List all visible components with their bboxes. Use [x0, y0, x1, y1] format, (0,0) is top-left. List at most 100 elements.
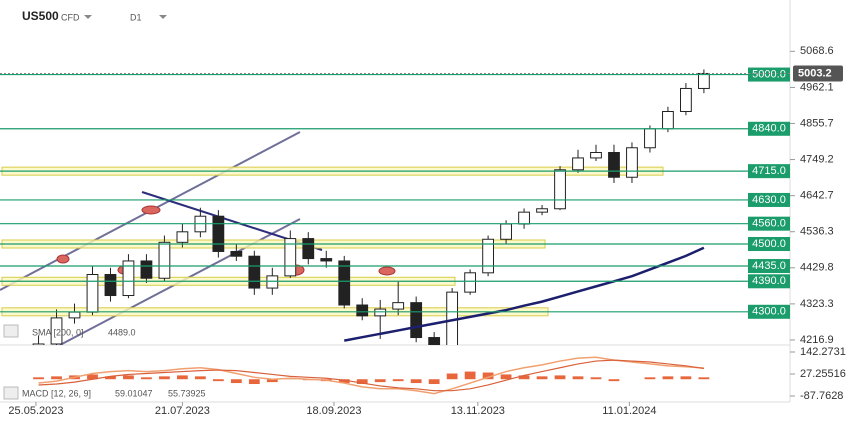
candle-body [374, 308, 387, 317]
level-box [748, 304, 790, 319]
y-tick-label: 4855.7 [800, 117, 834, 129]
candle-body [356, 304, 369, 317]
x-tick-label: 18.09.2023 [306, 405, 361, 417]
level-box [748, 192, 790, 207]
macd-hist-bar [248, 379, 260, 385]
x-tick-label: 11.01.2024 [602, 405, 656, 417]
candle-body [554, 169, 566, 210]
macd-hist-bar [608, 379, 620, 382]
macd-hist-bar [266, 379, 278, 383]
marker [141, 205, 161, 215]
level-box [748, 216, 790, 231]
level-box [748, 67, 790, 82]
macd-plot [33, 356, 710, 395]
candle-body [50, 317, 63, 345]
level-label: 4715.0 [752, 165, 786, 177]
candle-body [608, 152, 620, 178]
candle-body [230, 250, 243, 257]
level-label: 4560.0 [752, 218, 786, 230]
sma-value: 4489.0 [108, 327, 136, 337]
candle-body [140, 260, 153, 279]
candle-body [590, 152, 602, 159]
macd-hist-bar [177, 375, 188, 380]
candle-body [482, 238, 494, 274]
macd-hist-bar [644, 377, 656, 380]
y-tick-label: 4429.8 [800, 262, 834, 274]
macd-line [38, 356, 704, 395]
macd-name: MACD [12, 26, 9] [22, 388, 91, 398]
level-box [748, 274, 790, 289]
candle-body [500, 223, 512, 240]
macd-hist-bar [464, 371, 476, 380]
symbol-type: CFD [61, 12, 80, 22]
macd-hist-bar [356, 379, 368, 385]
level-label: 5000.0 [752, 68, 786, 80]
dropdown[interactable] [159, 15, 167, 19]
dropdown[interactable] [84, 15, 92, 19]
candle-body [68, 311, 81, 319]
macd-hist-bar [554, 375, 566, 380]
candle-body [392, 302, 405, 310]
candle-body [626, 147, 638, 178]
timeframe[interactable]: D1 [130, 12, 142, 22]
macd-hist-bar [338, 379, 350, 384]
candle-body [680, 87, 692, 112]
candle-body [284, 238, 297, 277]
macd-hist-bar [428, 379, 440, 385]
x-tick-label: 21.07.2023 [155, 405, 210, 417]
candle-body [464, 272, 477, 293]
y-tick-label: 4642.7 [800, 190, 834, 202]
macd-y-tick-label: -87.7628 [800, 390, 843, 402]
sma-name: SMA [200, 0] [32, 327, 84, 337]
x-tick-label: 13.11.2023 [451, 405, 505, 417]
macd-hist-bar [698, 377, 710, 380]
candle-body [572, 157, 584, 171]
macd-hist-bar [662, 376, 674, 380]
last-price-label: 5003.2 [798, 67, 832, 79]
signal-line [38, 359, 704, 392]
indicator-toggle[interactable] [3, 386, 19, 400]
y-tick-label: 4323.3 [800, 298, 834, 310]
last-price-box [793, 65, 843, 82]
candle-body [320, 258, 333, 262]
candle-body [104, 274, 117, 297]
candle-body [644, 128, 656, 149]
candle-body [32, 343, 45, 345]
macd-y-tick-label: 142.2731 [800, 346, 846, 358]
level-box [748, 164, 790, 179]
candle-body [212, 215, 225, 252]
candle-body [428, 337, 441, 345]
macd-hist-bar [518, 375, 530, 380]
candle-body [338, 260, 351, 306]
level-box [748, 259, 790, 274]
macd-value: 59.01047 [115, 388, 153, 398]
macd-hist-bar [410, 379, 422, 384]
candle-body [662, 110, 674, 130]
macd-hist-bar [590, 377, 602, 380]
macd-hist-bar [194, 376, 206, 380]
x-tick-label: 25.05.2023 [8, 405, 63, 417]
symbol[interactable]: US500 [22, 9, 59, 23]
macd-hist-bar [572, 376, 584, 380]
signal-value: 55.73925 [168, 388, 206, 398]
candle-body [266, 275, 279, 289]
candle-body [446, 291, 459, 345]
macd-hist-bar [141, 377, 152, 380]
y-tick-label: 5068.6 [800, 45, 834, 57]
macd-hist-bar [87, 374, 98, 380]
level-box [748, 121, 790, 136]
macd-y-tick-label: 27.25516 [800, 368, 846, 380]
marker [378, 266, 396, 276]
macd-hist-bar [123, 375, 134, 380]
macd-hist-bar [230, 379, 242, 384]
level-label: 4435.0 [752, 260, 786, 272]
indicator-toggle[interactable] [3, 324, 19, 338]
y-tick-label: 4749.2 [800, 153, 834, 165]
level-label: 4840.0 [752, 123, 786, 135]
macd-hist-bar [680, 376, 692, 380]
macd-hist-bar [159, 376, 170, 380]
macd-hist-bar [105, 376, 116, 380]
macd-hist-bar [33, 377, 44, 380]
